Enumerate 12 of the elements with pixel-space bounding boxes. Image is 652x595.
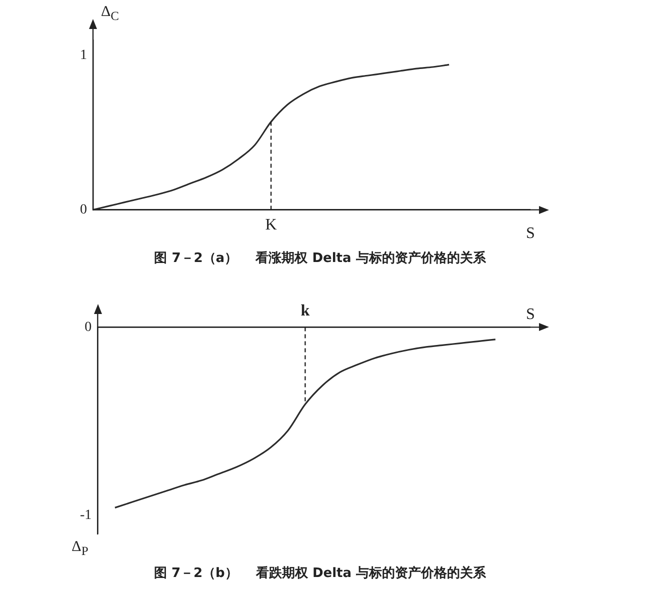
text: 图 7－2（a） 看涨期权 Delta 与标的资产价格的关系	[153, 250, 487, 267]
y-tick-label: 0	[84, 320, 92, 335]
x-tick-label: K	[265, 216, 278, 234]
x-tick-label: k	[300, 302, 310, 320]
text: 图 7－2（b） 看跌期权 Delta 与标的资产价格的关系	[152, 564, 488, 582]
x-axis-title: S	[526, 306, 535, 324]
x-axis-title: S	[526, 224, 535, 242]
y-tick-label: 1	[80, 48, 87, 64]
y-axis-title: Δ$_{C}$	[101, 3, 119, 25]
y-tick-label: -1	[80, 508, 92, 523]
y-axis-title: Δ$_{P}$	[72, 538, 88, 560]
y-tick-label: 0	[80, 202, 87, 218]
